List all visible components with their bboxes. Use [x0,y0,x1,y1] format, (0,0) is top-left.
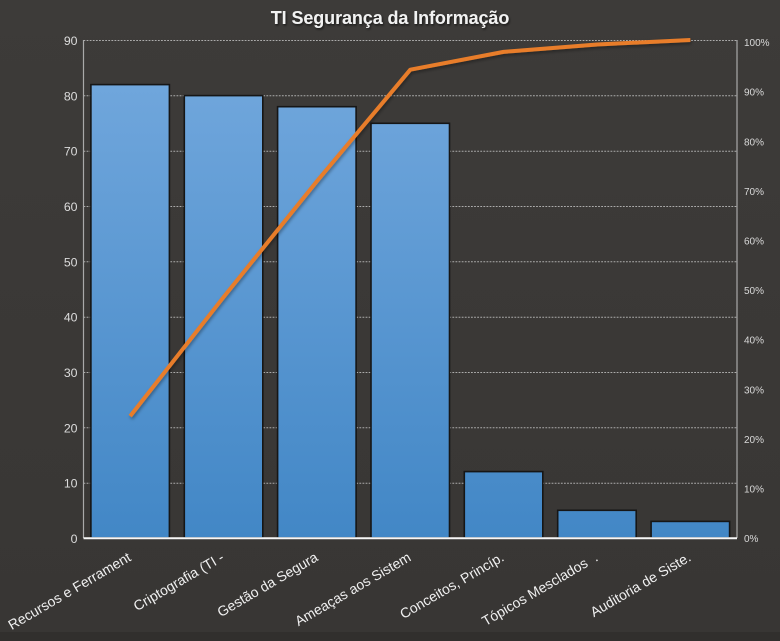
svg-text:80: 80 [64,89,78,103]
svg-text:90%: 90% [744,88,764,99]
svg-text:30%: 30% [744,385,764,396]
svg-text:20: 20 [64,421,78,435]
svg-text:10: 10 [64,477,78,491]
svg-text:TI Segurança da Informação: TI Segurança da Informação [271,8,510,28]
svg-text:40%: 40% [744,336,764,347]
svg-text:70%: 70% [744,187,764,198]
svg-text:100%: 100% [744,38,770,49]
svg-text:10%: 10% [744,485,764,496]
svg-text:30: 30 [64,366,78,380]
svg-text:0%: 0% [744,534,759,545]
svg-text:90: 90 [64,34,78,48]
svg-text:50: 50 [64,255,78,269]
svg-text:80%: 80% [744,137,764,148]
svg-text:50%: 50% [744,286,764,297]
svg-text:60: 60 [64,200,78,214]
svg-text:70: 70 [64,145,78,159]
svg-text:60%: 60% [744,237,764,248]
svg-text:0: 0 [71,532,78,546]
svg-text:20%: 20% [744,435,764,446]
svg-text:40: 40 [64,311,78,325]
